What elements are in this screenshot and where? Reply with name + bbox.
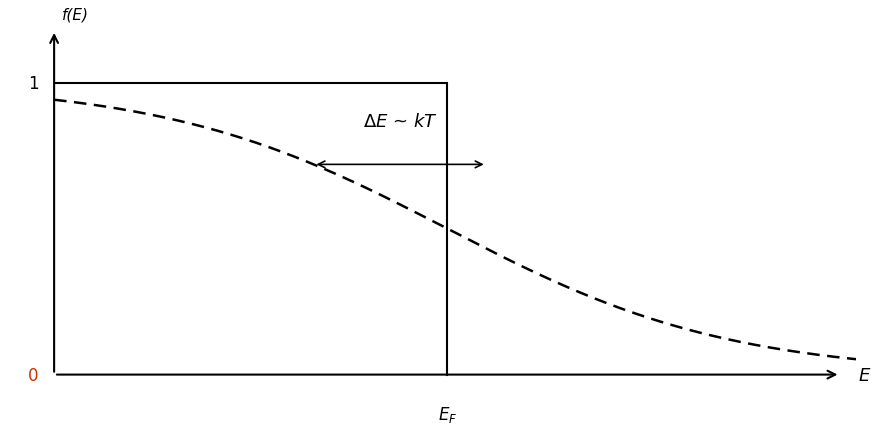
Text: E: E — [858, 366, 870, 384]
Text: 1: 1 — [28, 74, 38, 92]
Text: $\it{\Delta E}$ ~ $\it{kT}$: $\it{\Delta E}$ ~ $\it{kT}$ — [362, 112, 438, 130]
Text: 0: 0 — [28, 366, 38, 384]
Text: f(E): f(E) — [62, 7, 89, 22]
Text: $E_F$: $E_F$ — [438, 404, 457, 424]
